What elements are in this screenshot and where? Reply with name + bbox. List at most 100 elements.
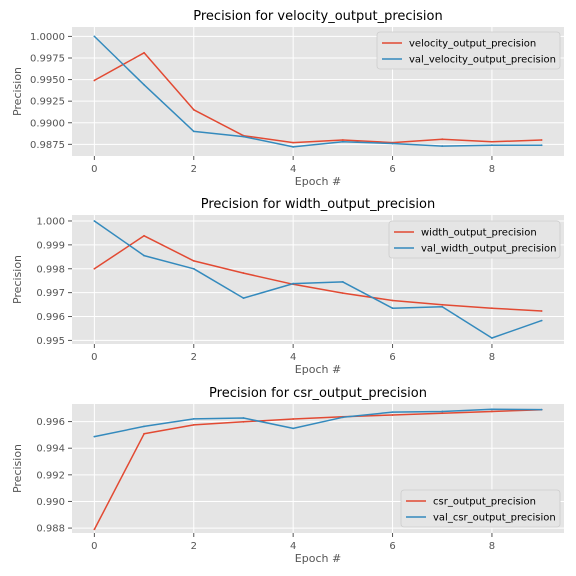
x-axis-label: Epoch # [295,552,341,565]
data-point [93,79,96,82]
data-point [143,83,145,86]
y-tick-label: 1.0000 [30,32,65,43]
x-tick-label: 0 [91,541,97,552]
y-tick-label: 0.992 [36,470,65,481]
x-tick-label: 0 [91,164,97,175]
data-point [491,410,493,413]
x-tick-label: 2 [191,164,197,175]
data-point [292,141,295,144]
x-tick-label: 6 [389,164,395,175]
legend-box [376,31,561,70]
data-point [441,412,444,415]
data-point [292,282,295,285]
data-point [192,424,195,426]
legend-label: val_width_output_precision [421,244,556,255]
legend-box [388,220,561,259]
data-point [192,259,195,262]
data-point [192,418,195,420]
data-point [441,410,444,413]
data-point [391,307,394,310]
data-point [491,140,493,143]
x-tick-label: 4 [290,541,296,552]
data-point [143,254,145,257]
series-line-2 [93,35,542,148]
legend: csr_output_precision val_csr_output_preci… [400,489,561,528]
data-point [441,145,444,147]
data-point [192,108,195,111]
legend-label: val_velocity_output_precision [409,55,556,66]
chart-panel-3: 0.988 0.990 0.992 0.994 0.996 0 2 4 6 8 Precision … [11,386,564,565]
y-axis-label: Precision [11,67,24,116]
x-tick-label: 6 [389,352,395,363]
data-point [93,35,96,38]
series-line-1 [94,52,542,144]
x-tick-label: 8 [489,352,495,363]
y-axis-label: Precision [11,255,24,304]
y-axis-label: Precision [11,444,24,493]
legend-label: csr_output_precision [433,497,536,508]
data-point [242,135,245,138]
x-axis-label: Epoch # [295,363,341,376]
data-point [242,297,245,300]
data-point [192,267,195,270]
x-tick-label: 0 [91,352,97,363]
data-point [341,140,344,143]
y-tick-label: 0.9950 [30,75,65,86]
data-point [391,299,394,302]
data-point [143,425,145,428]
data-point [341,416,344,419]
data-point [540,139,543,141]
x-tick-label: 8 [489,164,495,175]
chart-title: Precision for velocity_output_precision [193,9,442,24]
data-point [491,307,493,310]
y-tick-label: 0.9875 [30,140,65,151]
x-tick-label: 4 [290,164,296,175]
y-tick-label: 0.995 [36,336,65,347]
data-point [391,142,394,145]
data-point [341,139,344,141]
data-point [540,310,543,312]
data-point [540,408,543,411]
series-line-2 [93,220,542,339]
y-tick-label: 0.9925 [30,97,65,108]
data-point [93,220,96,222]
data-point [391,411,394,414]
x-tick-label: 2 [191,352,197,363]
y-tick-label: 0.9900 [30,118,65,129]
data-point [93,435,96,438]
data-point [143,234,145,237]
data-point [93,267,96,270]
data-point [292,146,295,148]
chart-title: Precision for width_output_precision [201,197,436,212]
data-point [143,432,145,435]
data-point [242,420,245,423]
chart-panel-2: 0.995 0.996 0.997 0.998 0.999 1.000 0 2 4 6 8 Preci… [11,197,564,376]
y-tick-label: 0.988 [36,524,65,535]
x-axis-label: Epoch # [295,175,341,188]
data-point [491,144,493,147]
data-point [491,408,493,411]
data-point [292,427,295,430]
series-line-1 [93,235,542,312]
chart-panel-1: 0.9875 0.9900 0.9925 0.9950 0.9975 1.0000 0 2 4 6… [11,9,564,188]
y-tick-label: 0.999 [36,240,65,251]
legend-label: velocity_output_precision [409,39,536,50]
chart-title: Precision for csr_output_precision [209,386,427,401]
data-point [540,144,543,147]
data-point [341,280,344,283]
y-tick-label: 0.997 [36,288,65,299]
legend-label: val_csr_output_precision [433,513,556,524]
y-tick-label: 0.996 [36,417,65,428]
data-point [391,414,394,416]
x-tick-label: 6 [389,541,395,552]
data-point [242,417,245,419]
y-tick-label: 0.994 [36,444,65,455]
data-point [441,305,444,308]
legend: width_output_precision val_width_output_p… [388,220,561,259]
data-point [143,51,145,54]
series-line-2 [94,408,542,438]
data-point [192,130,195,133]
data-point [242,272,245,274]
x-tick-label: 4 [290,352,296,363]
data-point [540,319,543,322]
